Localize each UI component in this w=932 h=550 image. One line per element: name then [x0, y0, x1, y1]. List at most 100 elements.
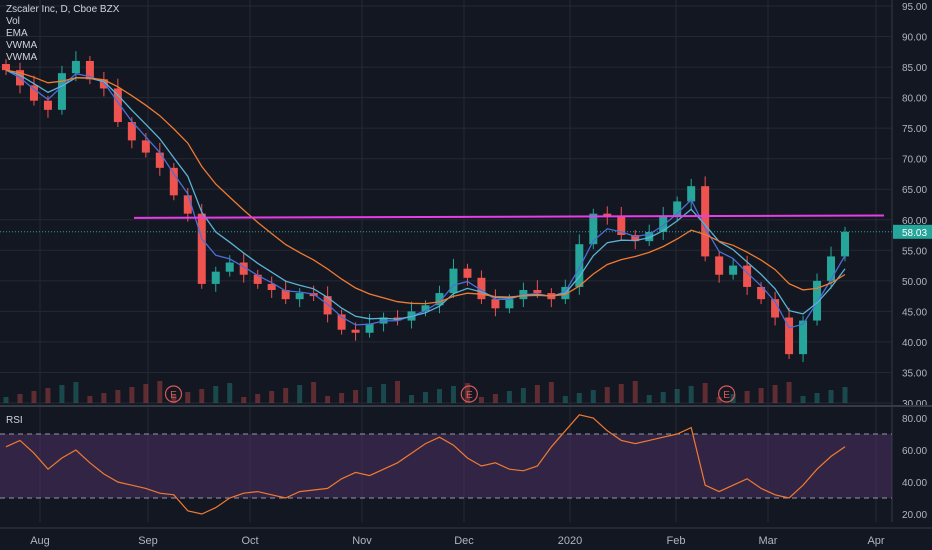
volume-bar — [157, 381, 163, 403]
volume-bar — [115, 390, 121, 403]
legend-ema[interactable]: EMA — [6, 28, 28, 39]
rsi-line — [5, 414, 846, 515]
volume-bar — [31, 391, 37, 403]
time-tick-label: Mar — [759, 535, 778, 547]
candle-body — [813, 280, 822, 321]
volume-bar — [199, 389, 205, 403]
earnings-marker[interactable] — [164, 385, 183, 403]
time-tick-label: Oct — [241, 535, 258, 547]
candle-body — [113, 88, 122, 123]
legend-vwma-1[interactable]: VWMA — [6, 40, 38, 51]
candle-body — [43, 100, 52, 110]
earnings-marker[interactable] — [460, 385, 478, 403]
volume-bar — [213, 386, 219, 403]
price-tick-label: 70.00 — [902, 155, 927, 166]
candle-body — [589, 213, 598, 245]
candle-body — [729, 265, 738, 275]
volume-bar — [87, 396, 93, 403]
price-tick-label: 75.00 — [902, 124, 927, 135]
candle-body — [85, 60, 94, 80]
volume-bar — [772, 385, 778, 403]
candle-body — [603, 213, 612, 217]
volume-bar — [3, 397, 9, 403]
time-tick-label: Dec — [454, 535, 474, 547]
candle-body — [267, 283, 276, 291]
volume-bar — [702, 383, 708, 403]
candle-body — [743, 265, 752, 287]
time-tick-label: Nov — [352, 535, 372, 547]
ema-line — [5, 69, 846, 329]
volume-bar — [129, 387, 135, 403]
resistance-line[interactable] — [133, 214, 885, 219]
rsi-tick-label: 40.00 — [902, 478, 927, 489]
candle-body — [421, 305, 430, 312]
candle-body — [659, 216, 668, 232]
volume-bar — [339, 393, 345, 403]
volume-bar — [409, 395, 415, 403]
candle-body — [239, 262, 248, 275]
candle-body — [281, 290, 290, 300]
earnings-marker-label: E — [170, 390, 177, 401]
price-tick-label: 50.00 — [902, 277, 927, 288]
price-tick-label: 85.00 — [902, 63, 927, 74]
volume-bar — [646, 395, 652, 403]
volume-bar — [618, 384, 624, 403]
price-tick-label: 65.00 — [902, 185, 927, 196]
volume-bar — [17, 394, 23, 403]
volume-bar — [311, 382, 317, 403]
volume-bar — [241, 397, 247, 403]
candle-body — [211, 271, 220, 284]
earnings-marker[interactable] — [717, 385, 736, 403]
candle-body — [449, 268, 458, 294]
volume-bar — [492, 394, 498, 403]
volume-bar — [171, 395, 177, 403]
volume-bar — [674, 389, 680, 403]
volume-bar — [842, 387, 848, 403]
symbol-title[interactable]: Zscaler Inc, D, Cboe BZX — [6, 4, 120, 15]
candle-body — [141, 140, 150, 153]
candle-body — [435, 293, 444, 306]
volume-bar — [269, 391, 275, 403]
volume-bar — [800, 396, 806, 403]
price-tick-label: 60.00 — [902, 216, 927, 227]
candle-body — [351, 329, 360, 333]
rsi-title[interactable]: RSI — [6, 415, 23, 426]
price-tick-label: 45.00 — [902, 307, 927, 318]
volume-bar — [744, 391, 750, 403]
volume-bar — [590, 390, 596, 403]
legend-vwma-2[interactable]: VWMA — [6, 52, 38, 63]
candle-body — [477, 277, 486, 300]
volume-bar — [562, 396, 568, 403]
candle-body — [337, 314, 346, 330]
volume-bar — [576, 393, 582, 403]
candle-body — [687, 186, 696, 202]
candle-body — [575, 244, 584, 287]
candle-body — [715, 256, 724, 275]
volume-bar — [255, 394, 261, 403]
candle-body — [673, 201, 682, 217]
last-price-box — [893, 224, 932, 239]
volume-bar — [227, 383, 233, 403]
candle-body — [505, 299, 514, 309]
rsi-band — [0, 434, 892, 498]
volume-bar — [101, 393, 107, 403]
rsi-tick-label: 80.00 — [902, 414, 927, 425]
volume-bar — [506, 391, 512, 403]
candle-body — [225, 262, 234, 272]
candle-body — [757, 286, 766, 300]
candle-body — [197, 213, 206, 284]
volume-bar — [367, 387, 373, 403]
candle-body — [155, 152, 164, 168]
candle-body — [645, 231, 654, 242]
volume-bar — [395, 381, 401, 403]
volume-bar — [464, 383, 470, 403]
candle-body — [617, 216, 626, 236]
candle-body — [253, 274, 262, 284]
time-tick-label: Aug — [30, 535, 50, 547]
candle-body — [323, 296, 332, 315]
legend-vol[interactable]: Vol — [6, 16, 20, 27]
volume-bar — [604, 387, 610, 403]
volume-bar — [45, 388, 51, 403]
